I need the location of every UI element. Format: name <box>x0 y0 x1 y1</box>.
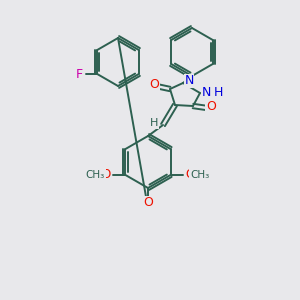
Text: O: O <box>102 169 111 182</box>
Text: O: O <box>185 169 194 182</box>
Text: O: O <box>149 77 159 91</box>
Text: N: N <box>201 86 211 100</box>
Text: N: N <box>184 74 194 88</box>
Text: O: O <box>143 196 153 209</box>
Text: O: O <box>206 100 216 112</box>
Text: CH₃: CH₃ <box>86 170 105 180</box>
Text: F: F <box>76 68 83 80</box>
Text: H: H <box>150 118 158 128</box>
Text: CH₃: CH₃ <box>190 170 209 180</box>
Text: H: H <box>213 86 223 100</box>
